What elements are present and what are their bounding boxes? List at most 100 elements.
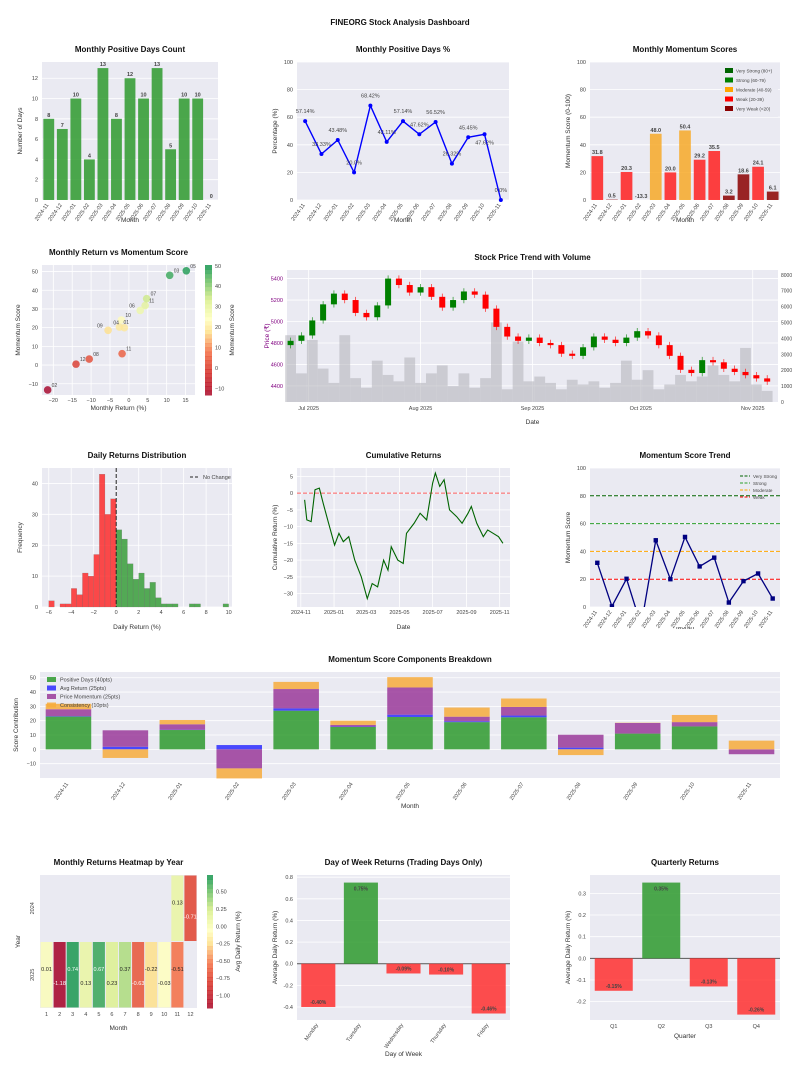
data-label: 0.0% xyxy=(495,188,508,194)
point-label: 09 xyxy=(97,323,103,329)
y-tick-label: 20 xyxy=(580,577,586,583)
data-label: 42.11% xyxy=(378,130,396,136)
legend-swatch xyxy=(47,677,56,682)
y-tick-label: 2 xyxy=(35,178,38,184)
bar xyxy=(679,130,691,200)
colorbar-tick-label: 10 xyxy=(215,345,221,351)
bar xyxy=(767,192,779,200)
colorbar-segment xyxy=(207,999,213,1004)
stacked-bar-segment xyxy=(387,717,433,749)
chart-day_of_week: Day of Week Returns (Trading Days Only)D… xyxy=(272,858,510,1058)
data-point xyxy=(499,198,503,202)
legend-label: Strong (60-79) xyxy=(736,78,766,83)
y-axis-label: Average Daily Return (%) xyxy=(565,911,572,985)
bar-value-label: 0.35% xyxy=(654,887,669,893)
y-tick-label: 40 xyxy=(32,288,38,294)
bar xyxy=(621,172,633,200)
y-tick-label: 60 xyxy=(580,115,586,121)
bar xyxy=(344,883,378,964)
colorbar-label: Momentum Score xyxy=(229,304,236,356)
x-tick-label: 2025-11 xyxy=(737,782,753,802)
stacked-bar-segment xyxy=(444,722,490,749)
candle-body xyxy=(580,347,586,356)
stacked-bar-segment xyxy=(672,715,718,722)
volume-tick-label: 3000 xyxy=(781,352,792,358)
colorbar-segment xyxy=(207,946,213,951)
x-axis-label: Month xyxy=(109,1025,127,1032)
legend-swatch xyxy=(725,87,733,92)
x-tick-label: −6 xyxy=(46,610,52,616)
data-point xyxy=(697,564,701,568)
y-tick-label: 20 xyxy=(30,719,36,725)
point-label: 11 xyxy=(149,299,154,305)
data-point xyxy=(727,600,731,604)
x-tick-label: 6 xyxy=(110,1012,113,1018)
bar-value-label: -0.09% xyxy=(396,966,412,972)
point-label: 04 xyxy=(113,321,119,327)
colorbar-segment xyxy=(205,391,212,396)
volume-bar xyxy=(459,373,470,402)
y-tick-label: 2025 xyxy=(30,969,36,981)
legend-label: No Change xyxy=(203,475,231,481)
y-tick-label: 20 xyxy=(32,543,38,549)
cell-label: -0.63 xyxy=(132,981,145,987)
stacked-bar-segment xyxy=(330,725,376,727)
colorbar-tick-label: −0.75 xyxy=(216,976,230,982)
bar-value-label: 0.75% xyxy=(354,887,369,893)
dashboard-title: FINEORG Stock Analysis Dashboard xyxy=(330,18,469,27)
colorbar-segment xyxy=(207,888,213,893)
colorbar-segment xyxy=(207,902,213,907)
stacked-bar-segment xyxy=(501,717,547,749)
chart-title: Stock Price Trend with Volume xyxy=(474,253,591,262)
y-tick-label: 0.2 xyxy=(285,940,293,946)
legend-label: Consistency (10pts) xyxy=(60,703,109,709)
stacked-bar-segment xyxy=(444,708,490,717)
x-tick-label: 3 xyxy=(71,1012,74,1018)
point-label: 03 xyxy=(174,268,180,274)
y-axis-label: Momentum Score xyxy=(15,304,22,356)
legend-label: Price Momentum (25pts) xyxy=(60,695,120,701)
volume-bar xyxy=(383,375,394,402)
y-tick-label: 20 xyxy=(32,326,38,332)
histogram-bar xyxy=(99,474,105,607)
x-tick-label: 5 xyxy=(97,1012,100,1018)
scatter-point xyxy=(44,386,52,394)
chart-title: Day of Week Returns (Trading Days Only) xyxy=(325,858,483,867)
colorbar-segment xyxy=(205,278,212,283)
colorbar-segment xyxy=(207,959,213,964)
x-tick-label: Jul 2025 xyxy=(298,406,319,412)
colorbar-segment xyxy=(205,295,212,300)
candle-body xyxy=(331,294,337,305)
x-tick-label: −10 xyxy=(86,398,95,404)
candle-body xyxy=(558,345,564,354)
x-axis-label: Month xyxy=(401,803,419,810)
chart-title: Cumulative Returns xyxy=(366,451,442,460)
x-tick-label: 0 xyxy=(127,398,130,404)
data-label: 47.62% xyxy=(475,140,494,146)
x-tick-label: 10 xyxy=(161,1012,167,1018)
scatter-point xyxy=(183,267,191,275)
candle-body xyxy=(483,295,489,309)
y-tick-label: 80 xyxy=(580,88,586,94)
bar-value-label: 50.4 xyxy=(680,124,692,130)
x-tick-label: 2025-06 xyxy=(452,782,468,802)
y-tick-label: 8 xyxy=(35,117,38,123)
candle-body xyxy=(374,305,380,317)
candle-body xyxy=(688,370,694,373)
stacked-bar-segment xyxy=(273,689,319,708)
y-tick-label: 5400 xyxy=(271,277,283,283)
bar xyxy=(752,167,764,200)
chart-heatmap: Monthly Returns Heatmap by YearMonthYear… xyxy=(15,858,242,1032)
volume-bar xyxy=(664,385,675,402)
stacked-bar-segment xyxy=(615,734,661,750)
bar xyxy=(43,119,54,200)
stacked-bar-segment xyxy=(501,699,547,707)
y-axis-label: Average Daily Return (%) xyxy=(272,911,279,985)
x-tick-label: 2025-01 xyxy=(323,203,339,223)
y-tick-label: 100 xyxy=(577,60,586,66)
legend-swatch xyxy=(47,703,56,708)
heatmap-cell xyxy=(93,942,105,1008)
colorbar-segment xyxy=(207,937,213,942)
x-tick-label: Tuesday xyxy=(346,1023,363,1044)
x-tick-label: 11 xyxy=(175,1012,181,1018)
